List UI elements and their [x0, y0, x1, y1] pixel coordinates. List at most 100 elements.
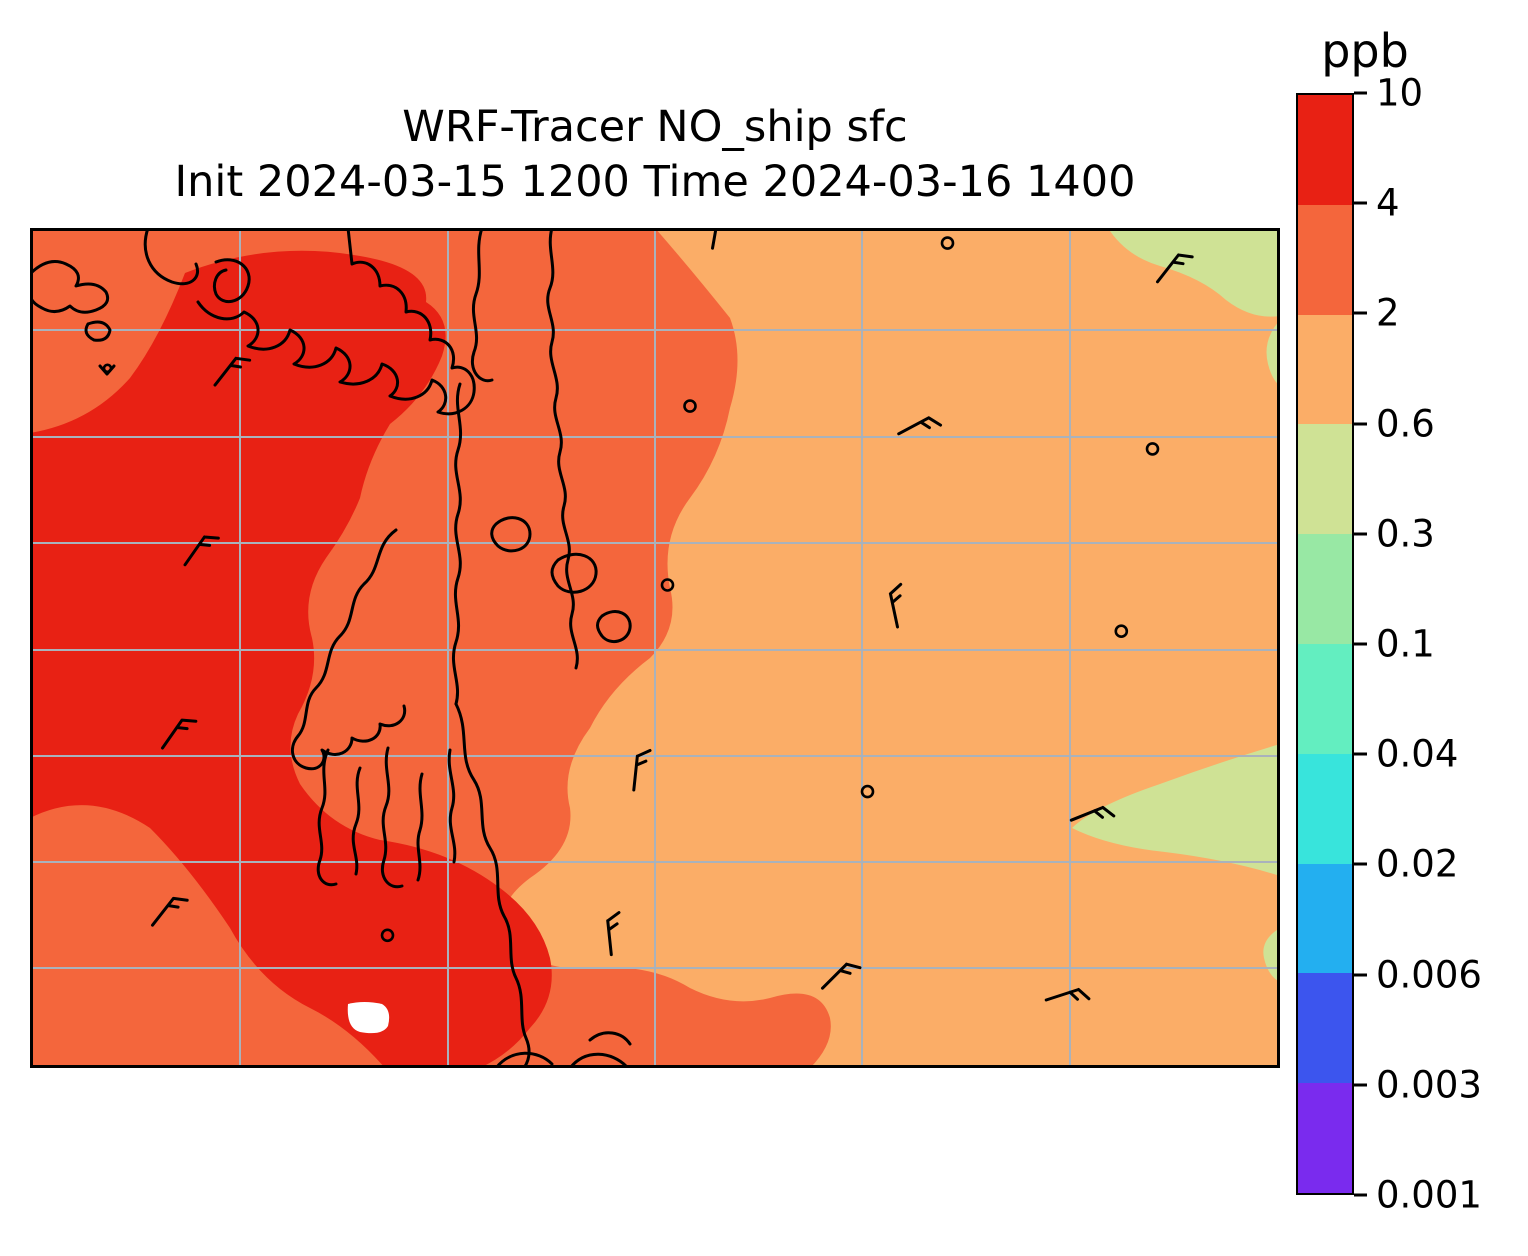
calm-wind-marker: [1145, 442, 1160, 456]
calm-wind-marker: [940, 236, 955, 250]
colorbar-tickmark: [1354, 752, 1367, 756]
wind-barb: [1069, 805, 1116, 822]
wind-barb-layer: [102, 228, 1194, 1002]
coastline-segment: [546, 228, 579, 670]
colorbar-segment: [1298, 973, 1352, 1084]
coastline-segment: [490, 516, 532, 553]
colorbar-tick: 10: [1354, 72, 1423, 115]
contour-region-0p3-0p6-east-sliver: [1266, 320, 1280, 386]
chart-title: WRF-Tracer NO_ship sfc Init 2024-03-15 1…: [30, 100, 1280, 210]
coastline-segment: [290, 528, 407, 771]
colorbar-tick: 0.1: [1354, 623, 1435, 666]
colorbar-segment: [1298, 753, 1352, 864]
coastline-segment: [447, 748, 457, 864]
coastline-segment: [451, 382, 463, 706]
coastline: [30, 228, 632, 1068]
colorbar-tickmark: [1354, 311, 1367, 315]
colorbar-tick-label: 0.003: [1376, 1063, 1482, 1107]
colorbar-tick-label: 0.02: [1376, 842, 1459, 886]
coastline-segment: [416, 772, 424, 882]
colorbar-tick: 4: [1354, 182, 1400, 225]
colorbar-segment: [1298, 534, 1352, 644]
colorbar-tick: 0.04: [1354, 733, 1458, 776]
coastline-segment: [196, 228, 476, 416]
colorbar-tickmark: [1354, 532, 1367, 536]
colorbar-tick-label: 10: [1376, 71, 1424, 115]
colorbar-unit-label: ppb: [1321, 24, 1409, 78]
colorbar-tickmark: [1354, 91, 1367, 95]
colorbar-tick-label: 2: [1376, 291, 1400, 335]
map-axes: [30, 228, 1280, 1068]
contour-region-4-10: [30, 250, 552, 1068]
colorbar-segment: [1298, 863, 1352, 974]
coastline-segment: [30, 260, 110, 314]
wind-barb: [183, 535, 220, 567]
colorbar-tickmark: [1354, 862, 1367, 866]
coastline-segment: [84, 320, 112, 342]
colorbar-tick-label: 0.1: [1376, 622, 1435, 666]
coastline-segment: [471, 228, 494, 383]
colorbar-segment: [1298, 95, 1352, 205]
wind-barb: [632, 748, 652, 792]
chart-title-line1: WRF-Tracer NO_ship sfc: [402, 102, 908, 152]
wind-barb: [1044, 987, 1091, 1002]
colorbar-tickmark: [1354, 973, 1367, 977]
contour-region-0p3-0p6-east-tongue: [1072, 744, 1280, 876]
colorbar-tick-label: 0.001: [1376, 1173, 1482, 1217]
wind-barb: [606, 911, 621, 957]
colorbar-tick-label: 0.006: [1376, 953, 1482, 997]
colorbar-segment: [1298, 314, 1352, 425]
calm-wind-marker: [380, 928, 395, 943]
coastline-segment: [596, 610, 632, 644]
wind-barb: [213, 356, 252, 387]
coastline-segment: [212, 258, 251, 303]
coastline-segment: [143, 228, 199, 286]
wind-barb: [1156, 253, 1194, 284]
wind-barb: [711, 228, 733, 250]
calm-wind-marker: [683, 399, 697, 413]
colorbar-tick: 0.001: [1354, 1174, 1482, 1217]
coastline-segment: [381, 746, 404, 889]
colorbar-segment: [1298, 643, 1352, 754]
colorbar-tick-label: 0.04: [1376, 732, 1459, 776]
contour-region-0p3-0p6-ne: [1108, 228, 1280, 317]
coastline-segment: [316, 748, 338, 887]
colorbar-tick: 0.02: [1354, 843, 1458, 886]
colorbar-tickmark: [1354, 201, 1367, 205]
wind-barb: [821, 962, 862, 990]
colorbar-tick: 0.006: [1354, 953, 1482, 996]
calm-wind-marker: [102, 363, 113, 374]
gridlines: [30, 228, 1280, 1068]
colorbar-tick: 0.3: [1354, 512, 1435, 555]
colorbar-tick-label: 0.3: [1376, 512, 1435, 556]
colorbar-ticks: 10 4 2 0.6 0.3 0.1 0.04 0.02 0.006 0.003 0.001: [1354, 72, 1524, 1217]
wind-barb: [897, 416, 943, 436]
colorbar-tick-label: 4: [1376, 181, 1400, 225]
missing-data-patch: [347, 1002, 390, 1034]
calm-wind-marker: [860, 784, 875, 799]
wind-barb: [151, 896, 189, 927]
colorbar-tickmark: [1354, 422, 1367, 426]
coastline-segment: [454, 702, 531, 1068]
colorbar-segment: [1298, 424, 1352, 535]
chart-title-line2: Init 2024-03-15 1200 Time 2024-03-16 140…: [174, 157, 1136, 207]
coastline-segment: [494, 1051, 554, 1068]
colorbar: [1296, 93, 1354, 1195]
coastline-segment: [568, 1031, 632, 1068]
wind-barb: [161, 718, 198, 750]
colorbar-segment: [1298, 204, 1352, 315]
coastline-segment: [550, 552, 598, 594]
colorbar-tickmark: [1354, 1083, 1367, 1087]
colorbar-tick: 0.6: [1354, 402, 1435, 445]
colorbar-tickmark: [1354, 1193, 1367, 1197]
colorbar-tickmark: [1354, 642, 1367, 646]
colorbar-segment: [1298, 1083, 1352, 1193]
map-border: [30, 228, 1280, 1068]
colorbar-tick-label: 0.6: [1376, 402, 1435, 446]
colorbar-tick: 0.003: [1354, 1063, 1482, 1106]
colorbar-tick: 2: [1354, 292, 1400, 335]
coastline-segment: [351, 766, 362, 876]
colorbar-segments: [1298, 95, 1352, 1193]
map-plot: [30, 228, 1280, 1068]
